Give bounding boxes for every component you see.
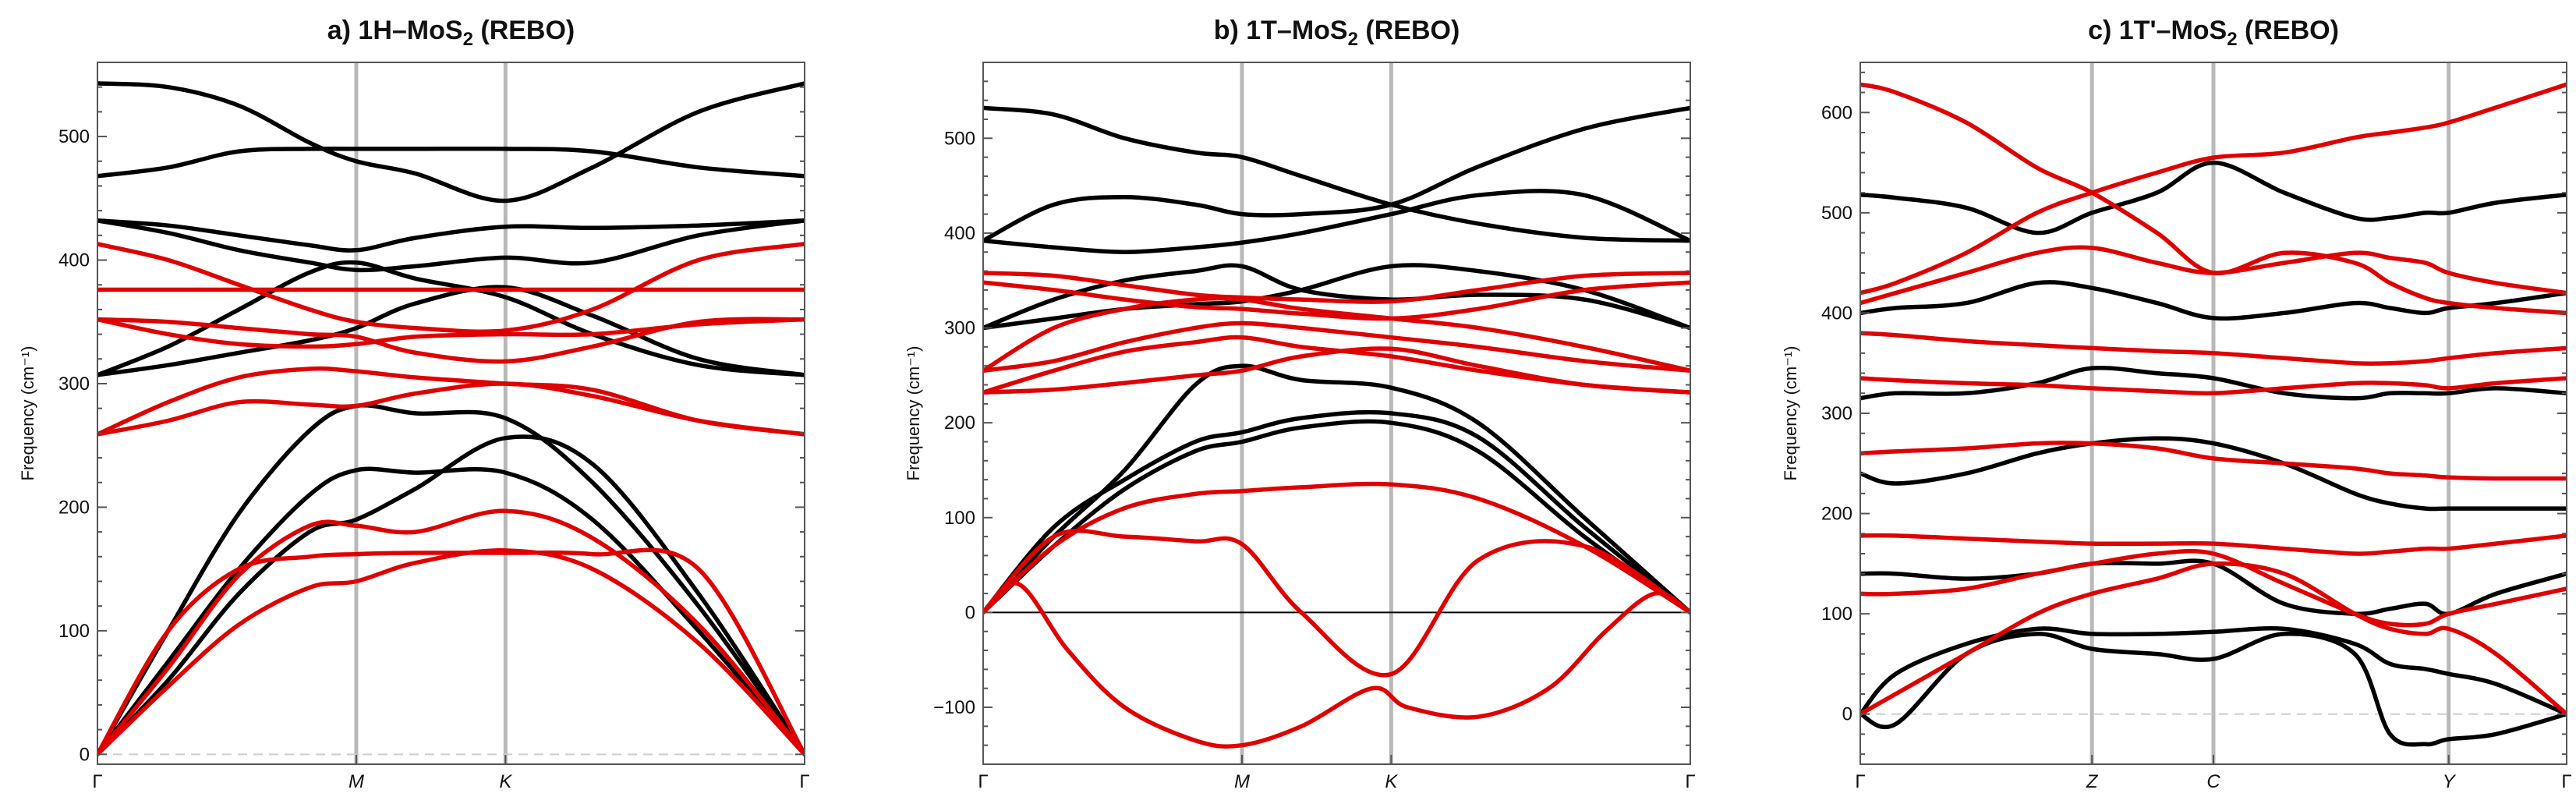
y-tick-label: 200 [1821, 504, 1852, 525]
y-axis-label: Frequency (cm⁻¹) [1781, 346, 1800, 481]
series-line-red-5 [983, 335, 1690, 395]
y-tick-label: 0 [80, 744, 90, 765]
y-tick-label: 400 [1821, 303, 1852, 324]
y-axis-label: Frequency (cm⁻¹) [18, 346, 37, 481]
y-tick-label: 100 [58, 621, 90, 642]
series-line-black-9 [97, 81, 805, 204]
series-line-black-5 [1860, 365, 2567, 401]
x-tick-label: Γ [978, 771, 988, 792]
series-line-red-4 [1860, 441, 2567, 481]
series-line-black-3 [983, 419, 1690, 615]
series-line-black-7 [983, 105, 1690, 243]
series-line-black-1 [97, 466, 805, 757]
x-tick-label: Γ [1685, 771, 1695, 792]
series-group [1860, 82, 2567, 747]
series-line-red-1 [983, 581, 1690, 749]
series-line-red-5 [1860, 376, 2567, 396]
y-tick-label: 100 [944, 508, 975, 529]
y-tick-label: 300 [58, 374, 90, 395]
x-tick-label: Γ [2561, 771, 2571, 792]
series-line-red-9 [983, 271, 1690, 304]
x-tick-label: Γ [92, 771, 102, 792]
series-group [97, 81, 805, 757]
series-line-black-7 [1860, 160, 2567, 236]
x-tick-label: K [499, 771, 512, 792]
series-line-red-8 [1860, 82, 2567, 296]
x-tick-label: C [2206, 771, 2220, 792]
series-line-red-6 [1860, 331, 2567, 367]
series-line-black-8 [983, 105, 1690, 243]
series-line-red-3 [97, 547, 805, 757]
y-tick-label: 200 [944, 413, 975, 434]
panel-title: a) 1H–MoS2 (REBO) [327, 16, 575, 50]
series-line-red-2 [983, 529, 1690, 678]
y-tick-label: 100 [1821, 604, 1852, 625]
x-tick-label: Γ [799, 771, 809, 792]
series-line-red-3 [1860, 533, 2567, 556]
y-tick-label: 600 [1821, 102, 1852, 123]
panel-title: c) 1T'–MoS2 (REBO) [2088, 16, 2339, 50]
panel-1: 0 100 200 300 400 500 Γ M K Γa) 1H–MoS2 (REBO) Fre… [18, 16, 810, 792]
x-tick-label: Γ [1855, 771, 1865, 792]
series-line-black-2 [97, 403, 805, 757]
series-line-black-4 [1860, 436, 2567, 512]
y-tick-label: 0 [1842, 704, 1852, 725]
series-line-red-2 [1860, 548, 2567, 628]
y-tick-label: 500 [1821, 203, 1852, 224]
x-tick-label: Z [2086, 771, 2099, 792]
y-tick-label: 500 [944, 128, 975, 149]
series-line-black-6 [1860, 280, 2567, 321]
x-tick-label: M [349, 771, 364, 792]
panel-title: b) 1T–MoS2 (REBO) [1214, 16, 1460, 50]
plot-frame [982, 62, 1691, 765]
y-axis-label: Frequency (cm⁻¹) [904, 346, 923, 481]
series-line-black-3 [97, 434, 805, 757]
series-line-black-4 [97, 285, 805, 377]
y-tick-label: 300 [944, 318, 975, 339]
y-tick-label: −100 [933, 697, 975, 718]
series-line-red-9 [97, 242, 805, 335]
series-line-black-1 [983, 363, 1690, 615]
series-line-black-2 [983, 409, 1690, 615]
series-line-black-6 [97, 218, 805, 273]
y-tick-label: 400 [58, 250, 90, 271]
series-line-black-2 [1860, 625, 2567, 717]
panel-3: 0 100 200 300 400 500 600 Γ Z C Y Γc) 1T'–MoS2 (REB… [1781, 16, 2572, 792]
panel-2: −100 0 100 200 300 400 500 Γ M K Γb) 1T–MoS2 (REBO… [904, 16, 1696, 792]
series-line-red-7 [983, 296, 1690, 374]
x-tick-label: K [1385, 771, 1398, 792]
y-tick-label: 500 [58, 126, 90, 147]
y-tick-label: 0 [965, 602, 975, 623]
y-tick-label: 200 [58, 497, 90, 518]
series-line-red-6 [983, 321, 1690, 374]
plot-frame [97, 62, 805, 765]
series-group [983, 105, 1690, 749]
series-line-red-1 [97, 548, 805, 757]
series-line-red-8 [983, 280, 1690, 321]
y-tick-label: 400 [944, 223, 975, 244]
series-line-red-4 [97, 381, 805, 437]
series-line-red-2 [97, 508, 805, 757]
y-tick-label: 300 [1821, 403, 1852, 424]
series-line-red-9 [1860, 82, 2567, 316]
series-line-red-5 [97, 366, 805, 437]
series-line-red-7 [97, 317, 805, 364]
series-line-red-3 [983, 481, 1690, 615]
series-line-black-6 [983, 189, 1690, 254]
x-tick-label: M [1234, 771, 1250, 792]
series-line-black-7 [97, 218, 805, 253]
x-tick-label: Y [2443, 771, 2457, 792]
series-line-black-8 [97, 146, 805, 179]
